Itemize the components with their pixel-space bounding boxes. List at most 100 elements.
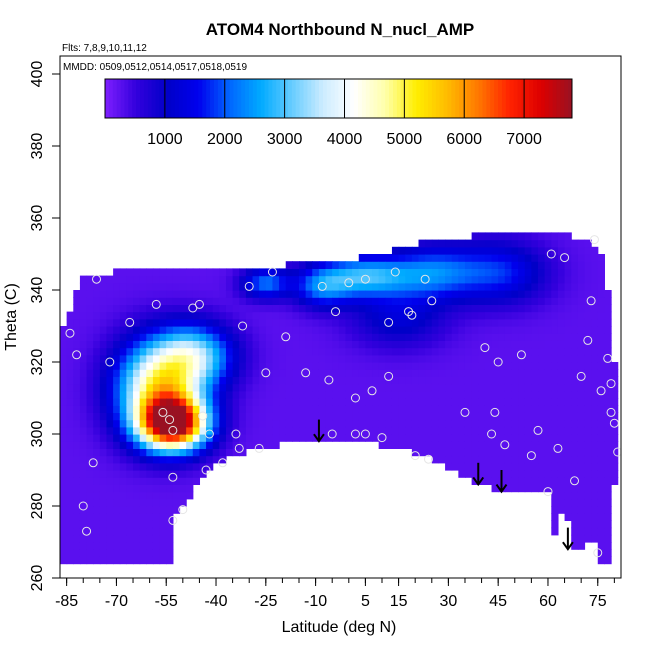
field-cell bbox=[484, 448, 493, 457]
field-cell bbox=[60, 405, 68, 413]
field-cell bbox=[126, 275, 134, 284]
field-cell bbox=[152, 506, 161, 514]
field-cell bbox=[478, 354, 486, 363]
field-cell bbox=[611, 441, 619, 449]
field-cell bbox=[458, 362, 466, 370]
field-cell bbox=[391, 398, 400, 406]
field-cell bbox=[345, 340, 353, 349]
field-cell bbox=[279, 369, 287, 377]
field-cell bbox=[504, 398, 513, 406]
field-cell bbox=[192, 311, 201, 320]
field-cell bbox=[166, 369, 174, 377]
field-cell bbox=[338, 354, 347, 363]
field-cell bbox=[564, 239, 572, 248]
field-cell bbox=[106, 412, 114, 421]
colorbar-swatch bbox=[128, 79, 133, 118]
observation-point bbox=[238, 321, 248, 331]
field-cell bbox=[431, 434, 440, 442]
field-cell bbox=[299, 333, 307, 341]
field-cell bbox=[179, 462, 187, 471]
field-cell bbox=[73, 347, 81, 356]
field-cell bbox=[146, 304, 154, 313]
field-cell bbox=[119, 470, 127, 478]
field-cell bbox=[106, 383, 114, 392]
field-cell bbox=[557, 470, 566, 478]
field-cell bbox=[378, 333, 386, 341]
field-cell bbox=[511, 426, 519, 435]
field-cell bbox=[591, 434, 599, 442]
field-cell bbox=[259, 340, 267, 349]
field-cell bbox=[584, 513, 592, 521]
field-cell bbox=[478, 347, 486, 356]
field-cell bbox=[60, 470, 68, 478]
field-cell bbox=[451, 390, 459, 399]
field-cell bbox=[252, 426, 260, 435]
field-cell bbox=[239, 282, 247, 291]
field-cell bbox=[538, 268, 546, 277]
field-cell bbox=[504, 405, 513, 413]
field-cell bbox=[239, 383, 247, 392]
field-cell bbox=[245, 311, 254, 320]
field-cell bbox=[66, 405, 74, 413]
field-cell bbox=[385, 426, 393, 435]
field-cell bbox=[597, 534, 605, 543]
field-cell bbox=[106, 311, 114, 320]
field-cell bbox=[113, 470, 121, 478]
field-cell bbox=[66, 362, 74, 370]
field-cell bbox=[431, 304, 440, 313]
field-cell bbox=[458, 354, 466, 363]
field-cell bbox=[225, 304, 234, 313]
observation-point bbox=[88, 458, 98, 468]
field-cell bbox=[166, 426, 174, 435]
field-cell bbox=[557, 311, 566, 320]
field-cell bbox=[113, 398, 121, 406]
field-cell bbox=[411, 426, 420, 435]
field-cell bbox=[571, 470, 579, 478]
field-cell bbox=[152, 340, 161, 349]
field-cell bbox=[557, 318, 566, 327]
field-cell bbox=[166, 412, 174, 421]
colorbar-swatch bbox=[463, 79, 468, 118]
field-cell bbox=[99, 426, 108, 435]
field-cell bbox=[265, 354, 274, 363]
field-cell bbox=[159, 297, 167, 305]
field-cell bbox=[206, 376, 214, 385]
field-cell bbox=[571, 318, 579, 327]
field-cell bbox=[305, 362, 313, 370]
field-cell bbox=[445, 405, 453, 413]
field-cell bbox=[352, 412, 360, 421]
field-cell bbox=[126, 347, 134, 356]
field-cell bbox=[79, 484, 88, 493]
field-cell bbox=[518, 261, 526, 269]
field-cell bbox=[611, 462, 619, 471]
colorbar-swatch bbox=[330, 79, 336, 118]
field-cell bbox=[285, 412, 293, 421]
field-cell bbox=[471, 290, 479, 298]
field-cell bbox=[318, 426, 327, 435]
field-cell bbox=[564, 354, 572, 363]
field-cell bbox=[332, 362, 340, 370]
field-cell bbox=[458, 419, 466, 428]
field-cell bbox=[312, 297, 320, 305]
field-cell bbox=[564, 333, 572, 341]
field-cell bbox=[146, 290, 154, 298]
field-cell bbox=[206, 412, 214, 421]
field-cell bbox=[245, 369, 254, 377]
field-cell bbox=[471, 340, 479, 349]
field-cell bbox=[531, 268, 539, 277]
field-cell bbox=[425, 261, 433, 269]
field-cell bbox=[425, 282, 433, 291]
field-cell bbox=[66, 542, 74, 550]
field-cell bbox=[538, 448, 546, 457]
field-cell bbox=[79, 297, 88, 305]
field-cell bbox=[611, 412, 619, 421]
field-cell bbox=[498, 362, 506, 370]
field-cell bbox=[152, 470, 161, 478]
field-cell bbox=[591, 477, 599, 485]
field-cell bbox=[79, 534, 88, 543]
field-cell bbox=[425, 362, 433, 370]
field-cell bbox=[166, 405, 174, 413]
field-cell bbox=[411, 246, 420, 255]
field-cell bbox=[119, 542, 127, 550]
field-cell bbox=[199, 304, 207, 313]
